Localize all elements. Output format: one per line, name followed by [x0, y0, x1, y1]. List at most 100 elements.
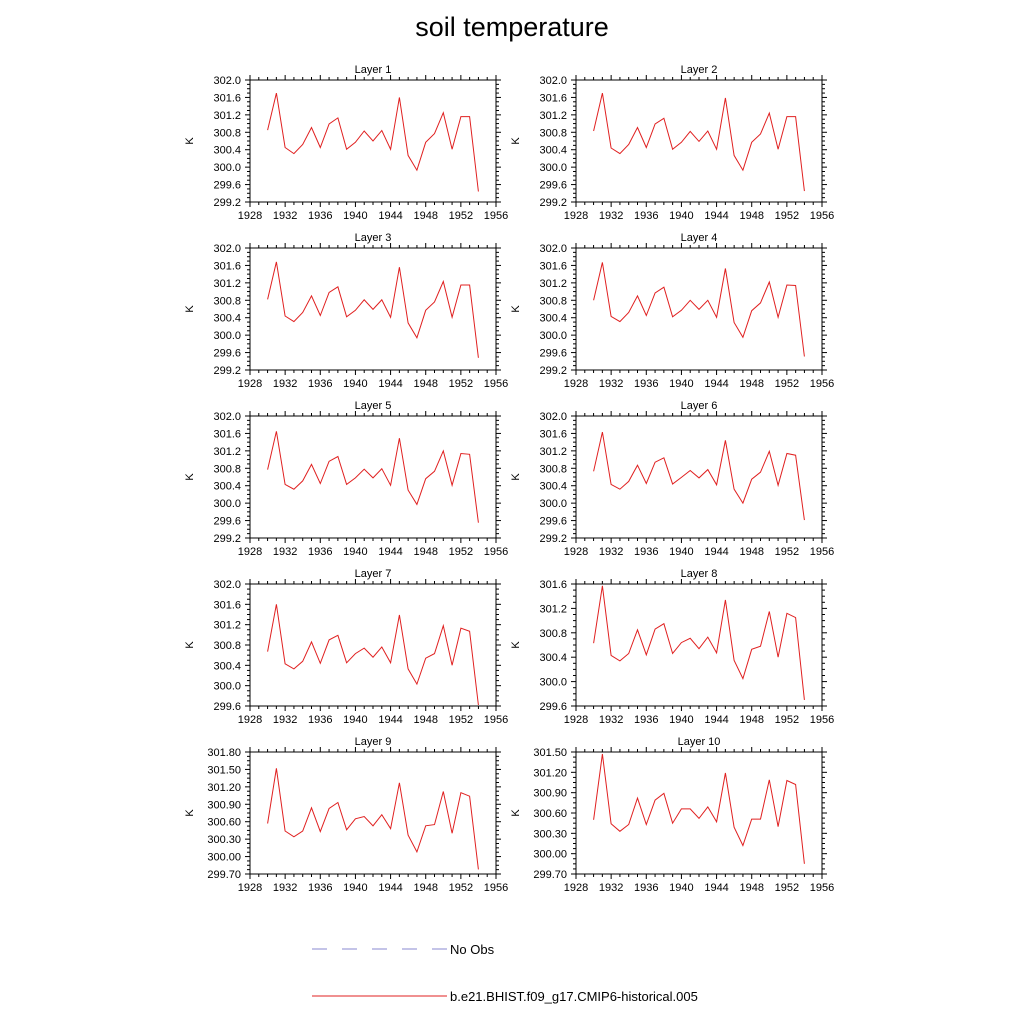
x-tick-label: 1948: [739, 714, 763, 726]
y-tick-label: 300.4: [213, 660, 241, 672]
x-tick-label: 1952: [449, 546, 473, 558]
x-tick-label: 1940: [343, 210, 367, 222]
y-tick-label: 300.8: [539, 295, 567, 307]
y-tick-label: 301.2: [539, 110, 567, 122]
y-tick-label: 300.0: [213, 162, 241, 174]
y-tick-label: 300.8: [213, 640, 241, 652]
y-tick-label: 300.4: [539, 652, 567, 664]
x-tick-label: 1944: [704, 546, 728, 558]
y-tick-label: 301.6: [539, 260, 567, 272]
y-axis-label: K: [184, 809, 196, 817]
y-tick-label: 300.90: [533, 788, 567, 800]
x-tick-label: 1932: [273, 882, 297, 894]
y-tick-label: 299.70: [533, 869, 567, 881]
x-tick-label: 1940: [669, 714, 693, 726]
x-tick-label: 1952: [449, 714, 473, 726]
y-tick-label: 301.2: [213, 110, 241, 122]
x-tick-label: 1956: [484, 546, 508, 558]
x-tick-label: 1928: [238, 714, 262, 726]
legend-entry-model: b.e21.BHIST.f09_g17.CMIP6-historical.005: [312, 989, 698, 1004]
x-tick-label: 1956: [810, 882, 834, 894]
y-tick-label: 301.6: [213, 92, 241, 104]
x-tick-label: 1952: [775, 378, 799, 390]
x-tick-label: 1948: [413, 546, 437, 558]
x-tick-label: 1936: [308, 378, 332, 390]
x-tick-label: 1932: [273, 546, 297, 558]
x-tick-label: 1940: [343, 714, 367, 726]
y-tick-label: 301.20: [207, 782, 241, 794]
series-line: [267, 431, 479, 523]
x-tick-label: 1956: [484, 714, 508, 726]
panel-title: Layer 6: [681, 400, 718, 412]
y-axis-label: K: [184, 473, 196, 481]
y-axis-label: K: [510, 473, 522, 481]
y-tick-label: 301.6: [539, 92, 567, 104]
x-tick-label: 1928: [238, 210, 262, 222]
y-tick-label: 301.6: [213, 599, 241, 611]
x-tick-label: 1956: [484, 378, 508, 390]
x-tick-label: 1948: [413, 882, 437, 894]
y-tick-label: 300.0: [213, 681, 241, 693]
x-tick-label: 1928: [238, 882, 262, 894]
y-tick-label: 300.0: [539, 498, 567, 510]
x-tick-label: 1940: [669, 210, 693, 222]
y-tick-label: 300.8: [539, 628, 567, 640]
panel-7: Layer 7 K 1928 1932 1936 1940 1944 1948 1952 1956…: [184, 568, 508, 726]
x-tick-label: 1940: [669, 882, 693, 894]
y-tick-label: 300.00: [533, 849, 567, 861]
x-tick-label: 1944: [378, 882, 402, 894]
y-tick-label: 301.80: [207, 747, 241, 759]
y-axis-label: K: [184, 137, 196, 145]
x-tick-label: 1944: [378, 714, 402, 726]
panel-title: Layer 3: [355, 232, 392, 244]
x-tick-label: 1936: [308, 546, 332, 558]
x-tick-label: 1928: [564, 882, 588, 894]
y-tick-label: 302.0: [213, 243, 241, 255]
y-tick-label: 300.0: [213, 330, 241, 342]
series-line: [267, 261, 479, 358]
panel-1: Layer 1 K 1928 1932 1936 1940 1944 1948 1952 1956…: [184, 64, 508, 222]
panel-5: Layer 5 K 1928 1932 1936 1940 1944 1948 1952 1956…: [184, 400, 508, 558]
y-tick-label: 300.4: [213, 313, 241, 325]
x-tick-label: 1952: [775, 546, 799, 558]
x-tick-label: 1952: [449, 210, 473, 222]
x-tick-label: 1928: [238, 378, 262, 390]
chart-title: soil temperature: [415, 12, 609, 42]
y-tick-label: 300.30: [533, 828, 567, 840]
x-tick-label: 1936: [634, 210, 658, 222]
panel-title: Layer 4: [681, 232, 718, 244]
y-tick-label: 302.0: [213, 75, 241, 87]
y-tick-label: 300.8: [213, 127, 241, 139]
y-tick-label: 299.2: [539, 533, 567, 545]
x-tick-label: 1940: [669, 546, 693, 558]
x-tick-label: 1948: [739, 378, 763, 390]
y-tick-label: 301.2: [539, 446, 567, 458]
y-tick-label: 300.30: [207, 834, 241, 846]
x-tick-label: 1936: [308, 882, 332, 894]
panel-3: Layer 3 K 1928 1932 1936 1940 1944 1948 1952 1956…: [184, 232, 508, 390]
y-axis-label: K: [184, 305, 196, 313]
panel-title: Layer 8: [681, 568, 718, 580]
panel-9: Layer 9 K 1928 1932 1936 1940 1944 1948 1952 1956…: [184, 736, 508, 894]
y-axis-label: K: [510, 305, 522, 313]
y-tick-label: 300.0: [213, 498, 241, 510]
x-tick-label: 1956: [810, 546, 834, 558]
x-tick-label: 1944: [704, 210, 728, 222]
y-tick-label: 300.0: [539, 677, 567, 689]
x-tick-label: 1932: [599, 882, 623, 894]
panel-4: Layer 4 K 1928 1932 1936 1940 1944 1948 1952 1956…: [510, 232, 834, 390]
x-tick-label: 1952: [449, 378, 473, 390]
y-tick-label: 299.2: [213, 197, 241, 209]
panel-10: Layer 10 K 1928 1932 1936 1940 1944 1948 1952 195…: [510, 736, 834, 894]
x-tick-label: 1932: [273, 714, 297, 726]
y-tick-label: 300.4: [539, 145, 567, 157]
y-tick-label: 299.6: [213, 516, 241, 528]
y-tick-label: 300.90: [207, 799, 241, 811]
panel-8: Layer 8 K 1928 1932 1936 1940 1944 1948 1952 1956…: [510, 568, 834, 726]
x-tick-label: 1932: [599, 546, 623, 558]
y-tick-label: 300.8: [539, 127, 567, 139]
x-tick-label: 1936: [308, 210, 332, 222]
x-tick-label: 1928: [564, 378, 588, 390]
y-tick-label: 302.0: [539, 243, 567, 255]
